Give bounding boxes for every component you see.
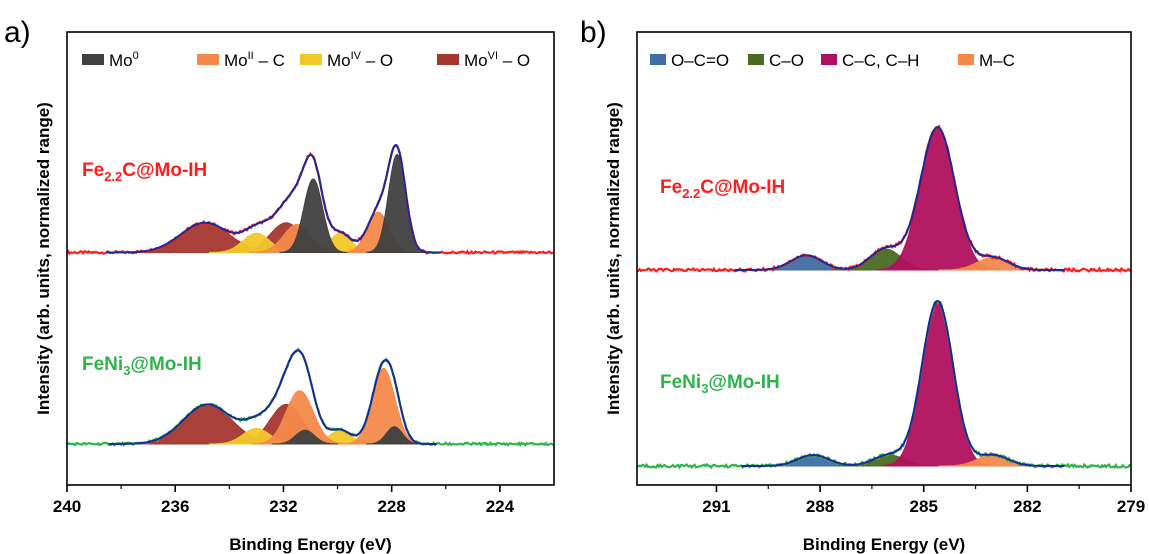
spectrum-fe22c: Fe2.2C@Mo-IH xyxy=(636,124,1132,274)
x-tick-label: 279 xyxy=(1117,497,1145,516)
spectrum-fe22c: Fe2.2C@Mo-IH xyxy=(66,143,554,256)
envelope-fit-line xyxy=(741,300,1065,467)
legend-swatch-oco xyxy=(650,54,666,65)
y-axis-label: Intensity (arb. units, normalized range) xyxy=(604,102,623,415)
y-axis-label: Intensity (arb. units, normalized range) xyxy=(34,102,53,415)
legend-swatch-mo4 xyxy=(300,54,322,65)
legend-label-mo6: MoVI – O xyxy=(464,50,530,70)
legend-label-co: C–O xyxy=(769,51,804,70)
legend: O–C=O C–O C–C, C–H M–C xyxy=(650,51,1015,70)
plot-frame xyxy=(636,31,1132,486)
x-tick-label: 224 xyxy=(486,497,515,516)
sample-label: Fe2.2C@Mo-IH xyxy=(82,160,207,184)
legend-label-oco: O–C=O xyxy=(671,51,729,70)
x-tick-label: 236 xyxy=(161,497,189,516)
spectrum-feni3: FeNi3@Mo-IH xyxy=(636,300,1132,470)
component-peak-mo0 xyxy=(271,429,339,445)
legend-swatch-mo2 xyxy=(197,54,219,65)
x-axis-label: Binding Energy (eV) xyxy=(229,535,391,554)
x-tick-label: 240 xyxy=(53,497,81,516)
x-tick-label: 228 xyxy=(377,497,405,516)
sample-label: FeNi3@Mo-IH xyxy=(82,354,202,378)
legend-label-mo2: MoII – C xyxy=(224,50,285,70)
sample-label: FeNi3@Mo-IH xyxy=(660,372,780,396)
x-tick-label: 285 xyxy=(910,497,938,516)
raw-data-line xyxy=(636,124,1132,274)
component-peak-mo0 xyxy=(279,178,347,253)
legend-label-mc: M–C xyxy=(979,51,1015,70)
panel-letter: a) xyxy=(4,16,31,49)
component-peak-mo2 xyxy=(343,367,424,445)
component-peak-mo0 xyxy=(365,426,423,445)
legend-swatch-mc xyxy=(958,54,974,65)
plot-frame xyxy=(66,31,555,486)
component-peak-cc xyxy=(876,126,999,271)
x-tick-label: 232 xyxy=(269,497,297,516)
envelope-fit-line xyxy=(106,143,441,254)
x-tick-label: 288 xyxy=(806,497,834,516)
legend-swatch-co xyxy=(748,54,764,65)
x-tick-label: 282 xyxy=(1013,497,1041,516)
legend-swatch-cc xyxy=(821,54,837,65)
spectrum-feni3: FeNi3@Mo-IH xyxy=(66,347,555,447)
x-axis: 291 288 285 282 279 xyxy=(702,485,1145,516)
panel-letter: b) xyxy=(580,16,607,49)
x-axis: 240 236 232 228 224 xyxy=(53,485,515,516)
panel-a: a) Fe2.2C@Mo-IH FeNi3@Mo-IH 240 236 232 228 224… xyxy=(4,16,555,554)
legend: Mo0 MoII – C MoIV – O MoVI – O xyxy=(82,50,530,70)
panel-b: b) Fe2.2C@Mo-IH FeNi3@Mo-IH 291 288 285 282 279… xyxy=(580,16,1145,554)
component-peak-cc xyxy=(882,300,993,467)
legend-label-cc: C–C, C–H xyxy=(842,51,919,70)
component-peak-mo2 xyxy=(251,390,348,445)
legend-swatch-mo6 xyxy=(437,54,459,65)
envelope-fit-line xyxy=(734,126,1065,271)
legend-label-mo4: MoIV – O xyxy=(327,50,393,70)
legend-label-mo0: Mo0 xyxy=(109,50,139,70)
sample-label: Fe2.2C@Mo-IH xyxy=(660,177,785,201)
x-axis-label: Binding Energy (eV) xyxy=(803,535,965,554)
legend-swatch-mo0 xyxy=(82,54,104,65)
x-tick-label: 291 xyxy=(702,497,730,516)
envelope-fit-line xyxy=(108,349,437,445)
